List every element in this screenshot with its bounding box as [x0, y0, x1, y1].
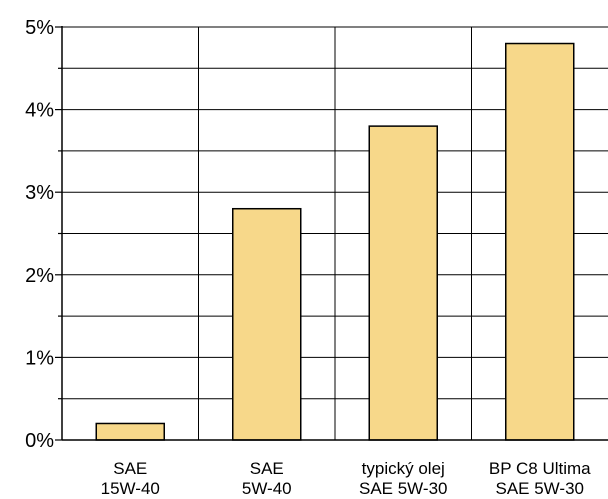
- y-tick-label: 5%: [25, 17, 54, 39]
- bar: [368, 125, 438, 441]
- x-tick-label-line: SAE 5W-30: [495, 479, 584, 498]
- y-tick-label: 2%: [25, 265, 54, 287]
- x-tick-label: SAE 5W-40: [242, 459, 292, 498]
- x-tick-label-line: BP C8 Ultima: [489, 459, 591, 478]
- y-tick-label: 3%: [25, 182, 54, 204]
- x-tick-label-line: 15W-40: [101, 479, 160, 498]
- x-tick-label-line: SAE 5W-30: [359, 479, 448, 498]
- bars: [95, 42, 575, 441]
- y-tick-label: 0%: [25, 430, 54, 452]
- x-tick-label: typický olej SAE 5W-30: [359, 459, 448, 498]
- grid-lines: [62, 26, 608, 440]
- bar: [95, 422, 165, 441]
- x-tick-label-line: SAE: [113, 459, 147, 478]
- x-tick-label: BP C8 Ultima SAE 5W-30: [489, 459, 591, 498]
- bar: [505, 42, 575, 441]
- x-tick-label-line: SAE: [250, 459, 284, 478]
- y-tick-labels: 0% 1% 2% 3% 4% 5%: [25, 17, 54, 452]
- y-tick-label: 1%: [25, 347, 54, 369]
- x-tick-label: SAE 15W-40: [101, 459, 160, 498]
- x-tick-label-line: 5W-40: [242, 479, 292, 498]
- y-tick-label: 4%: [25, 100, 54, 122]
- bar: [232, 207, 302, 441]
- x-tick-label-line: typický olej: [362, 459, 445, 478]
- axes: [55, 26, 608, 441]
